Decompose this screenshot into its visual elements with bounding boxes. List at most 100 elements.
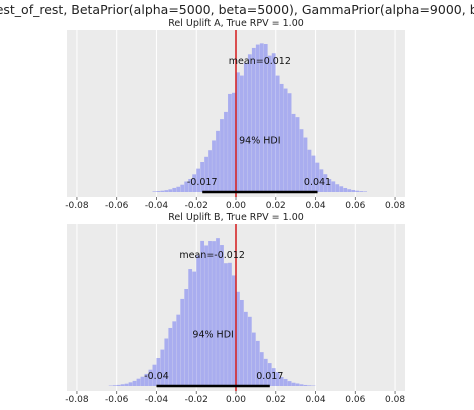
hdi-high-label: 0.017 xyxy=(256,371,283,382)
panel-b-bars xyxy=(108,238,316,386)
histogram-bar xyxy=(232,275,236,386)
histogram-bar xyxy=(180,298,185,386)
histogram-bar xyxy=(347,189,352,192)
panel-b-x-axis: -0.08 -0.06 -0.04 -0.02 0.00 0.02 0.04 0.06 0.08 xyxy=(65,391,405,405)
histogram-bar xyxy=(172,187,177,192)
histogram-bar xyxy=(124,383,129,386)
histogram-bar xyxy=(307,149,312,192)
histogram-bar xyxy=(196,168,201,192)
histogram-bar xyxy=(247,316,252,386)
x-tick-label: 0.08 xyxy=(385,201,405,211)
histogram-bar xyxy=(204,156,208,192)
histogram-bar xyxy=(303,137,308,192)
histogram-bar xyxy=(283,88,288,192)
histogram-bar xyxy=(180,184,185,192)
histogram-bar xyxy=(160,349,165,386)
x-tick-label: -0.04 xyxy=(145,201,169,211)
histogram-bar xyxy=(239,299,244,386)
histogram-bar xyxy=(208,150,212,192)
hdi-low-label: -0.04 xyxy=(144,371,169,382)
x-tick-label: 0.02 xyxy=(266,395,286,405)
hdi-low-label: -0.017 xyxy=(187,177,218,188)
panel-b-overlay: -0.04 0.017 94% HDI mean=-0.012 xyxy=(144,224,283,391)
histogram-bar xyxy=(176,314,181,386)
histogram-bar xyxy=(279,83,284,192)
histogram-bar xyxy=(184,181,189,192)
histogram-bar xyxy=(339,186,344,192)
panel-a-x-axis: -0.08 -0.06 -0.04 -0.02 0.00 0.02 0.04 0.06 0.08 xyxy=(65,197,405,211)
panel-a-bars xyxy=(152,43,368,193)
x-tick-label: 0.00 xyxy=(226,201,246,211)
histogram-bar xyxy=(315,162,320,192)
histogram-bar xyxy=(220,245,224,386)
histogram-bar xyxy=(271,53,276,192)
histogram-bar xyxy=(327,179,332,192)
histogram-bar xyxy=(303,384,308,386)
histogram-bar xyxy=(120,384,125,386)
histogram-bar xyxy=(136,378,141,386)
histogram-bar xyxy=(239,75,244,192)
x-tick-label: 0.02 xyxy=(266,201,286,211)
x-tick-label: 0.04 xyxy=(306,395,326,405)
histogram-bar xyxy=(140,376,145,386)
x-tick-label: -0.02 xyxy=(185,395,208,405)
x-tick-label: -0.06 xyxy=(105,201,129,211)
histogram-bar xyxy=(267,363,272,386)
x-tick-label: -0.08 xyxy=(65,201,89,211)
histogram-bar xyxy=(331,181,336,192)
panel-b-title: Rel Uplift B, True RPV = 1.00 xyxy=(168,212,304,223)
histogram-bar xyxy=(287,381,292,386)
histogram-bar xyxy=(176,186,181,192)
histogram-bar xyxy=(259,352,264,386)
histogram-bar xyxy=(307,385,312,386)
x-tick-label: 0.04 xyxy=(306,201,326,211)
histogram-bar xyxy=(359,191,364,192)
histogram-bar xyxy=(200,162,204,192)
histogram-bar xyxy=(255,340,260,386)
histogram-bar xyxy=(335,184,340,192)
mean-label: mean=0.012 xyxy=(229,56,291,67)
x-tick-label: -0.02 xyxy=(185,201,208,211)
mean-label: mean=-0.012 xyxy=(179,250,245,261)
histogram-bar xyxy=(132,380,137,386)
histogram-bar xyxy=(243,311,248,386)
histogram-bar xyxy=(128,382,133,386)
x-tick-label: -0.04 xyxy=(145,395,169,405)
histogram-bar xyxy=(228,262,232,386)
histogram-bar xyxy=(116,384,121,386)
histogram-bar xyxy=(224,111,228,192)
histogram-bar xyxy=(343,187,348,192)
histogram-bar xyxy=(271,368,276,386)
histogram-bar xyxy=(291,113,296,192)
histogram-bar xyxy=(168,327,173,386)
histogram-bar xyxy=(192,271,197,386)
histogram-bar xyxy=(168,189,173,192)
histogram-bar xyxy=(323,174,328,192)
histogram-bar xyxy=(188,178,193,192)
histogram-bar xyxy=(228,93,232,192)
histogram-bar xyxy=(243,62,248,192)
panel-a-overlay: -0.017 0.041 94% HDI mean=0.012 xyxy=(187,30,331,197)
histogram-bar xyxy=(200,240,204,386)
histogram-bar xyxy=(283,378,288,386)
panel-a-title: Rel Uplift A, True RPV = 1.00 xyxy=(168,18,304,29)
histogram-bar xyxy=(164,338,169,386)
panel-b: Rel Uplift B, True RPV = 1.00 -0.04 0.017… xyxy=(65,212,405,405)
histogram-bar xyxy=(160,190,165,192)
histogram-bar xyxy=(204,245,208,386)
panel-a: Rel Uplift A, True RPV = 1.00 -0.017 0.04… xyxy=(65,18,405,211)
histogram-bar xyxy=(251,332,256,386)
x-tick-label: -0.06 xyxy=(105,395,129,405)
histogram-bar xyxy=(287,93,292,192)
x-tick-label: 0.08 xyxy=(385,395,405,405)
histogram-bar xyxy=(156,358,161,386)
histogram-bar xyxy=(291,382,296,386)
histogram-bar xyxy=(232,92,236,192)
histogram-bar xyxy=(311,155,316,192)
histogram-bar xyxy=(188,269,193,386)
x-tick-label: 0.00 xyxy=(226,395,246,405)
x-tick-label: 0.06 xyxy=(345,395,365,405)
histogram-bar xyxy=(216,238,220,386)
histogram-bar xyxy=(259,43,264,192)
x-tick-label: 0.06 xyxy=(345,201,365,211)
